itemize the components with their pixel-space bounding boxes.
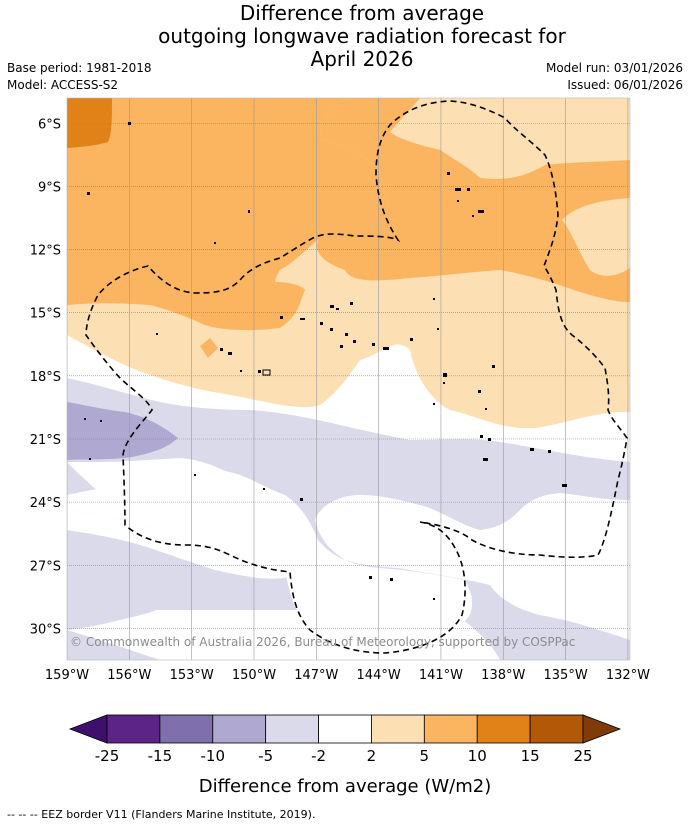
neutral-region-south-gap bbox=[290, 575, 360, 610]
map-plot-area: © Commonwealth of Australia 2026, Bureau… bbox=[67, 98, 630, 660]
anomaly-region-minus5-to-minus2 bbox=[67, 378, 630, 660]
eez-border bbox=[85, 100, 628, 654]
lat-label: 21°S bbox=[30, 433, 61, 448]
colorbar-swatch bbox=[529, 714, 584, 744]
colorbar-swatch bbox=[318, 714, 372, 744]
lon-label: 156°W bbox=[107, 668, 151, 683]
anomaly-region-minus5-to-minus2-sw2 bbox=[67, 545, 168, 660]
colorbar-label: Difference from average (W/m2) bbox=[198, 776, 492, 797]
anomaly-region-minus5-to-minus2-sw bbox=[67, 462, 360, 610]
colorbar-swatch bbox=[106, 714, 161, 744]
anomaly-patch-small bbox=[200, 338, 218, 358]
base-period: Base period: 1981-2018 bbox=[7, 61, 152, 75]
lat-label: 27°S bbox=[30, 559, 61, 574]
footer-note: -- -- -- EEZ border V11 (Flanders Marine… bbox=[7, 808, 316, 821]
colorbar-segments bbox=[68, 714, 622, 744]
colorbar-tick-label: 10 bbox=[468, 747, 487, 765]
lon-label: 159°W bbox=[45, 668, 89, 683]
copyright-text: © Commonwealth of Australia 2026, Bureau… bbox=[70, 635, 575, 649]
title-line-2: outgoing longwave radiation forecast for bbox=[158, 24, 566, 48]
colorbar-swatch bbox=[423, 714, 478, 744]
anomaly-region-5-to-10-west bbox=[67, 98, 398, 323]
lon-label: 135°W bbox=[544, 668, 588, 683]
colorbar-swatch bbox=[371, 714, 425, 744]
map-gridlines bbox=[67, 98, 630, 660]
neutral-region-southwest bbox=[67, 469, 275, 551]
colorbar-swatch bbox=[476, 714, 531, 744]
colorbar-extend-low bbox=[68, 714, 108, 744]
lon-label: 132°W bbox=[606, 668, 650, 683]
colorbar-tick-label: -2 bbox=[311, 747, 326, 765]
lat-label: 9°S bbox=[38, 180, 61, 195]
lat-label: 30°S bbox=[30, 622, 61, 637]
colorbar-swatch bbox=[159, 714, 214, 744]
colorbar: -25 -15 -10 -5 -2 2 5 10 15 25 bbox=[68, 714, 622, 765]
meta-left: Base period: 1981-2018 Model: ACCESS-S2 bbox=[7, 60, 152, 94]
colorbar-tick-label: 5 bbox=[420, 747, 430, 765]
anomaly-region-minus10-to-minus5 bbox=[67, 402, 178, 460]
lat-label: 6°S bbox=[38, 117, 61, 132]
lon-label: 150°W bbox=[232, 668, 276, 683]
colorbar-tick-label: -15 bbox=[148, 747, 173, 765]
colorbar-swatch bbox=[265, 714, 319, 744]
colorbar-tick-label: 15 bbox=[521, 747, 540, 765]
neutral-region-south-2 bbox=[67, 510, 290, 578]
islands bbox=[84, 122, 567, 600]
model-run: Model run: 03/01/2026 bbox=[545, 61, 683, 75]
title-line-1: Difference from average bbox=[239, 1, 485, 25]
colorbar-extend-high bbox=[582, 714, 622, 744]
lat-label: 12°S bbox=[30, 244, 61, 259]
latitude-labels: 6°S 9°S 12°S 15°S 18°S 21°S 24°S 27°S 30°S bbox=[30, 117, 61, 637]
colorbar-tick-label: 2 bbox=[367, 747, 377, 765]
lon-label: 138°W bbox=[481, 668, 525, 683]
lon-label: 144°W bbox=[357, 668, 401, 683]
lon-label: 141°W bbox=[419, 668, 463, 683]
lat-label: 18°S bbox=[30, 370, 61, 385]
title-line-3: April 2026 bbox=[310, 47, 414, 71]
colorbar-tick-label: -10 bbox=[201, 747, 226, 765]
lat-label: 15°S bbox=[30, 307, 61, 322]
lat-label: 24°S bbox=[30, 496, 61, 511]
neutral-region-southeast bbox=[465, 493, 630, 640]
meta-right: Model run: 03/01/2026 Issued: 06/01/2026 bbox=[546, 60, 683, 94]
colorbar-tick-label: -25 bbox=[95, 747, 120, 765]
model-name: Model: ACCESS-S2 bbox=[7, 78, 119, 92]
colorbar-tick-label: -5 bbox=[258, 747, 273, 765]
lon-label: 147°W bbox=[294, 668, 338, 683]
colorbar-swatch bbox=[212, 714, 267, 744]
colorbar-ticks: -25 -15 -10 -5 -2 2 5 10 15 25 bbox=[95, 747, 593, 765]
anomaly-region-5-to-10 bbox=[67, 98, 630, 331]
longitude-labels: 159°W 156°W 153°W 150°W 147°W 144°W 141°W 138°W… bbox=[45, 668, 650, 683]
map-frame bbox=[66, 97, 631, 661]
issued-date: Issued: 06/01/2026 bbox=[567, 78, 683, 92]
colorbar-tick-label: 25 bbox=[573, 747, 592, 765]
lon-label: 153°W bbox=[170, 668, 214, 683]
chart-title: Difference from average outgoing longwav… bbox=[0, 2, 690, 71]
